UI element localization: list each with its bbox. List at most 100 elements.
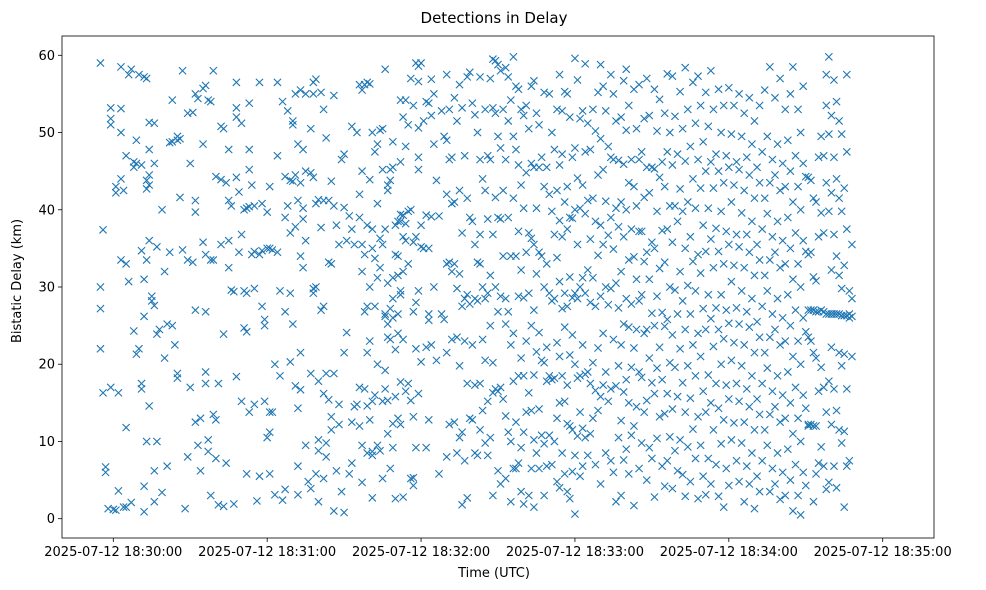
data-point bbox=[399, 493, 408, 502]
data-point bbox=[329, 91, 338, 100]
data-point bbox=[455, 186, 464, 195]
data-point bbox=[712, 379, 720, 388]
data-point bbox=[565, 213, 574, 222]
data-point bbox=[309, 89, 318, 98]
data-point bbox=[319, 474, 328, 483]
data-point bbox=[650, 85, 659, 94]
data-point bbox=[373, 199, 382, 208]
data-point bbox=[704, 371, 713, 380]
data-point bbox=[650, 389, 659, 398]
data-point bbox=[417, 59, 426, 68]
data-point bbox=[740, 497, 749, 506]
data-point bbox=[770, 402, 779, 411]
data-point bbox=[124, 277, 133, 286]
data-point bbox=[670, 112, 679, 121]
data-point bbox=[99, 225, 108, 234]
data-point bbox=[358, 478, 367, 487]
data-point bbox=[755, 178, 764, 187]
data-point bbox=[573, 240, 582, 249]
data-point bbox=[468, 415, 477, 424]
data-point bbox=[591, 217, 600, 226]
data-point bbox=[819, 383, 828, 392]
data-point bbox=[624, 255, 633, 264]
data-point bbox=[422, 443, 431, 452]
data-point bbox=[617, 198, 626, 207]
data-point bbox=[699, 472, 708, 481]
data-point bbox=[496, 215, 505, 224]
data-point bbox=[570, 360, 579, 369]
data-point bbox=[758, 456, 767, 465]
data-point bbox=[263, 433, 272, 442]
data-point bbox=[245, 99, 254, 108]
data-point bbox=[532, 269, 541, 278]
data-point bbox=[514, 160, 523, 169]
data-point bbox=[273, 78, 282, 87]
data-point bbox=[360, 384, 369, 393]
data-point bbox=[617, 340, 626, 349]
data-point bbox=[450, 93, 459, 102]
data-point bbox=[729, 418, 738, 427]
data-point bbox=[517, 443, 526, 452]
data-point bbox=[678, 296, 687, 305]
data-point bbox=[322, 133, 331, 142]
data-point bbox=[681, 63, 690, 72]
data-point bbox=[729, 101, 738, 110]
data-point bbox=[347, 459, 356, 468]
data-point bbox=[142, 176, 151, 185]
data-point bbox=[524, 228, 533, 237]
data-point bbox=[835, 271, 844, 280]
data-point bbox=[809, 348, 818, 357]
data-point bbox=[504, 213, 513, 222]
data-point bbox=[486, 271, 495, 280]
data-point bbox=[578, 340, 587, 349]
data-point bbox=[473, 296, 482, 305]
data-point bbox=[627, 363, 636, 372]
data-point bbox=[424, 415, 433, 424]
data-point bbox=[514, 292, 523, 301]
data-point bbox=[609, 245, 618, 254]
data-point bbox=[822, 178, 831, 187]
data-point bbox=[568, 153, 577, 162]
data-point bbox=[255, 472, 264, 481]
data-point bbox=[122, 259, 131, 268]
data-point bbox=[732, 456, 741, 465]
data-point bbox=[501, 155, 510, 164]
data-point bbox=[378, 165, 387, 174]
data-point bbox=[532, 449, 541, 458]
data-point bbox=[245, 165, 254, 174]
data-point bbox=[617, 113, 626, 122]
data-point bbox=[773, 140, 782, 149]
data-point bbox=[558, 371, 567, 380]
data-point bbox=[524, 388, 533, 397]
data-point bbox=[709, 184, 718, 193]
data-point bbox=[655, 95, 664, 104]
data-point bbox=[583, 196, 592, 205]
data-point bbox=[186, 383, 195, 392]
data-point bbox=[632, 275, 641, 284]
data-point bbox=[683, 442, 692, 451]
data-point bbox=[458, 428, 467, 437]
data-point bbox=[496, 143, 505, 152]
data-point bbox=[206, 491, 215, 500]
data-point bbox=[606, 456, 615, 465]
data-point bbox=[504, 428, 513, 437]
data-point bbox=[650, 244, 659, 253]
data-point bbox=[409, 473, 418, 482]
data-point bbox=[299, 263, 308, 272]
data-point bbox=[817, 132, 826, 141]
data-point bbox=[606, 384, 615, 393]
data-point bbox=[609, 89, 618, 98]
data-point bbox=[116, 104, 125, 113]
data-point bbox=[653, 127, 662, 135]
data-point bbox=[827, 266, 836, 274]
data-point bbox=[265, 408, 274, 417]
data-point bbox=[768, 464, 777, 473]
data-point bbox=[370, 254, 379, 263]
data-point bbox=[214, 500, 223, 509]
data-point bbox=[414, 286, 423, 295]
data-point bbox=[806, 306, 815, 315]
data-point bbox=[558, 232, 567, 241]
data-point bbox=[576, 408, 585, 417]
data-point bbox=[106, 114, 115, 123]
data-point bbox=[563, 182, 572, 191]
